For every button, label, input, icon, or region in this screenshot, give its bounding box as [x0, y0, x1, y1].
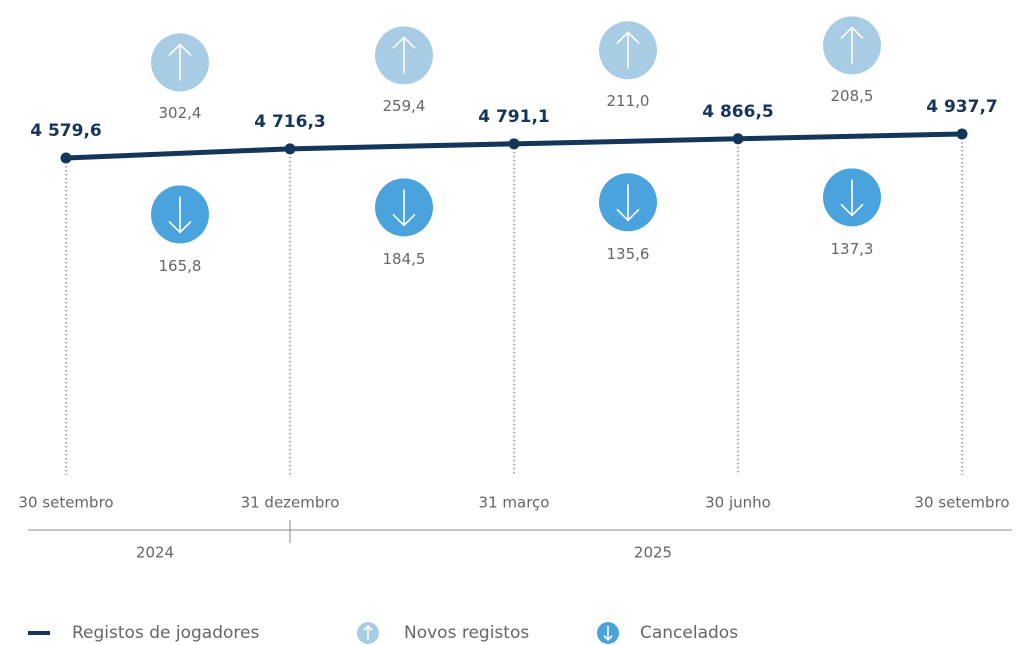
up-icon: [375, 26, 433, 85]
x-tick-label: 30 junho: [705, 494, 771, 512]
down-icon: [151, 185, 209, 244]
value-label: 259,4: [383, 97, 426, 115]
point: [732, 133, 744, 145]
value-label: 4 579,6: [30, 121, 102, 141]
icon-arrow: [840, 26, 864, 64]
point: [284, 143, 296, 155]
icon-arrow: [616, 184, 640, 222]
value-label: 4 716,3: [254, 112, 326, 132]
year-label: 2024: [136, 544, 174, 562]
icon-arrow: [616, 31, 640, 69]
value-label: 165,8: [159, 257, 202, 275]
value-label: 4 866,5: [702, 102, 774, 122]
value-label: 137,3: [831, 240, 874, 258]
up-icon: [151, 33, 209, 92]
down-icon: [597, 622, 619, 644]
legend-label: Cancelados: [640, 623, 738, 643]
down-icon: [599, 173, 657, 232]
x-tick-label: 31 março: [479, 494, 550, 512]
legend-label: Registos de jogadores: [72, 623, 259, 643]
icon-arrow: [840, 179, 864, 217]
up-icon: [357, 622, 379, 644]
icon-arrow: [168, 43, 192, 81]
x-tick-label: 30 setembro: [18, 494, 113, 512]
down-icon: [375, 178, 433, 237]
up-icon: [823, 16, 881, 75]
icon-arrow: [168, 196, 192, 234]
x-tick-label: 31 dezembro: [241, 494, 340, 512]
icon-arrow: [392, 189, 416, 227]
value-label: 211,0: [607, 92, 650, 110]
point: [60, 152, 72, 164]
icon-arrow: [392, 36, 416, 74]
legend-label: Novos registos: [404, 623, 529, 643]
icon-arrow: [603, 626, 613, 641]
value-label: 4 791,1: [478, 107, 550, 127]
x-tick-label: 30 setembro: [914, 494, 1009, 512]
icon-arrow: [363, 625, 373, 640]
down-icon: [823, 168, 881, 227]
value-label: 208,5: [831, 87, 874, 105]
value-label: 302,4: [159, 104, 202, 122]
point: [956, 128, 968, 140]
value-label: 4 937,7: [926, 97, 998, 117]
year-label: 2025: [634, 544, 672, 562]
up-icon: [599, 21, 657, 80]
value-label: 184,5: [383, 250, 426, 268]
value-label: 135,6: [607, 245, 650, 263]
point: [508, 138, 520, 150]
